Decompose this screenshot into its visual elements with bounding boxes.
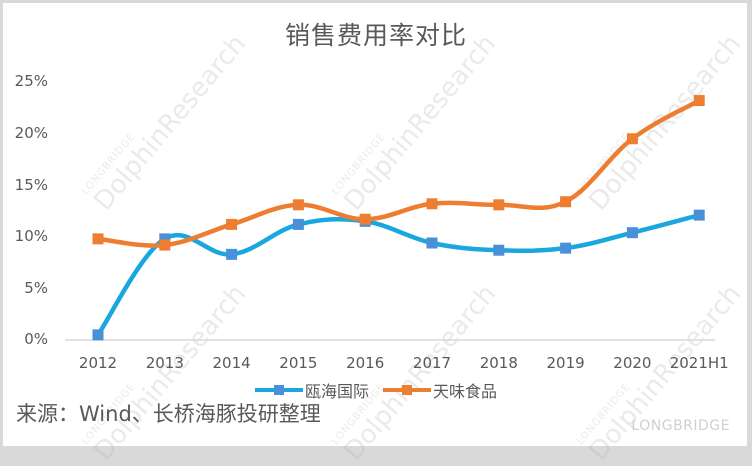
- series-line-1: [95, 98, 702, 248]
- x-tick-label: 2020: [613, 354, 652, 372]
- y-tick-label: 25%: [14, 72, 48, 90]
- y-tick-label: 10%: [14, 227, 48, 245]
- source-note: 来源：Wind、长桥海豚投研整理: [16, 402, 321, 426]
- y-tick-label: 20%: [14, 124, 48, 142]
- series-line-0: [95, 212, 702, 338]
- data-point-marker: [159, 233, 171, 245]
- x-tick-label: 2016: [346, 354, 385, 372]
- data-point-marker: [493, 244, 505, 256]
- data-point-marker: [693, 95, 705, 107]
- legend: 瓯海国际 天味食品: [0, 378, 752, 402]
- x-tick-label: 2021H1: [669, 354, 729, 372]
- data-point-marker: [359, 213, 371, 225]
- x-tick-label: 2015: [279, 354, 318, 372]
- data-point-marker: [560, 242, 572, 254]
- data-point-marker: [292, 199, 304, 211]
- data-point-marker: [426, 237, 438, 249]
- data-point-marker: [92, 233, 104, 245]
- legend-blue-line-marker-icon: [254, 385, 303, 395]
- x-tick-label: 2019: [546, 354, 585, 372]
- x-tick-label: 2013: [145, 354, 184, 372]
- legend-item-ouhai: 瓯海国际: [254, 378, 369, 402]
- y-tick-label: 0%: [24, 330, 48, 348]
- data-point-marker: [226, 248, 238, 260]
- longbridge-logo: LONGBRIDGE: [631, 418, 730, 434]
- data-point-marker: [426, 198, 438, 210]
- chart-title: 销售费用率对比: [284, 21, 467, 50]
- plot-area: [65, 95, 715, 341]
- data-point-marker: [626, 227, 638, 239]
- x-tick-label: 2018: [479, 354, 518, 372]
- data-point-marker: [626, 133, 638, 145]
- data-point-marker: [493, 199, 505, 211]
- x-tick-label: 2017: [412, 354, 452, 372]
- x-tick-label: 2014: [212, 354, 251, 372]
- data-point-marker: [560, 196, 572, 208]
- data-point-marker: [92, 329, 104, 341]
- data-point-marker: [693, 209, 705, 221]
- legend-item-tianwei: 天味食品: [383, 378, 497, 402]
- y-tick-label: 5%: [24, 279, 48, 297]
- y-tick-label: 15%: [14, 176, 48, 194]
- legend-orange-line-marker-icon: [383, 385, 431, 395]
- x-tick-label: 2012: [78, 354, 118, 372]
- data-point-marker: [226, 218, 238, 230]
- data-point-marker: [159, 239, 171, 251]
- data-point-marker: [292, 218, 304, 230]
